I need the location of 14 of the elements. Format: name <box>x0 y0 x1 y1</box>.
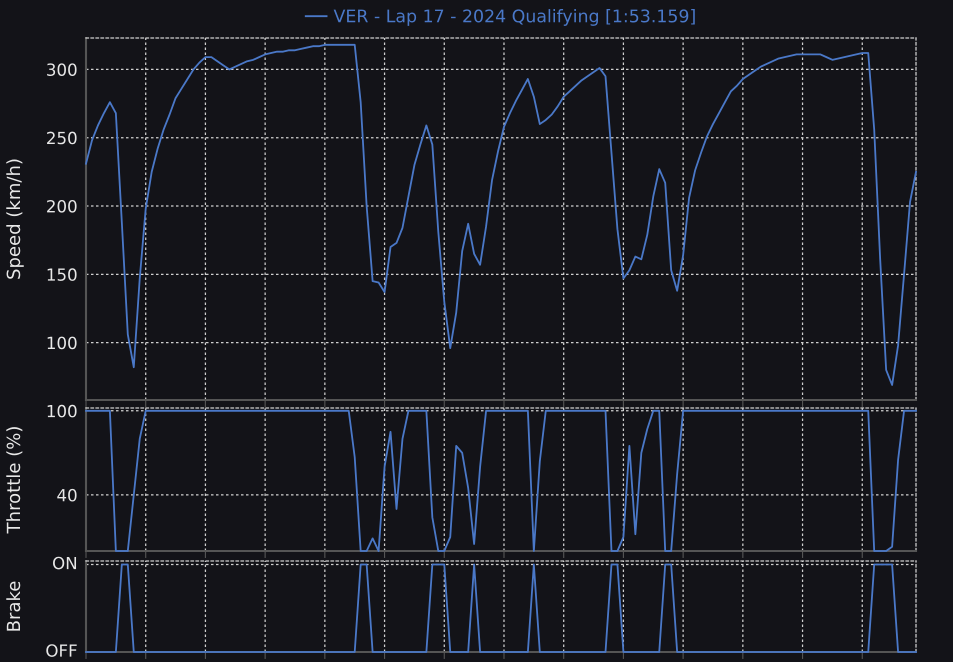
y-tick-label: 100 <box>48 404 77 418</box>
y-axis-title: Throttle (%) <box>6 427 22 534</box>
line-series <box>85 44 917 386</box>
y-axis-title: Speed (km/h) <box>6 160 24 279</box>
y-tick-label: 200 <box>47 200 77 213</box>
y-tick-label: 250 <box>47 132 77 144</box>
legend-label: VER - Lap 17 - 2024 Qualifying [1:53.159] <box>334 9 695 26</box>
y-axis-title: Brake <box>6 582 20 631</box>
text: OFF <box>46 644 77 657</box>
y-tick-label: 300 <box>47 63 77 76</box>
y-tick-label: 100 <box>48 336 77 350</box>
text: ON <box>53 556 76 570</box>
y-tick-label: 40 <box>57 488 77 502</box>
y-tick-label: 150 <box>48 268 77 281</box>
